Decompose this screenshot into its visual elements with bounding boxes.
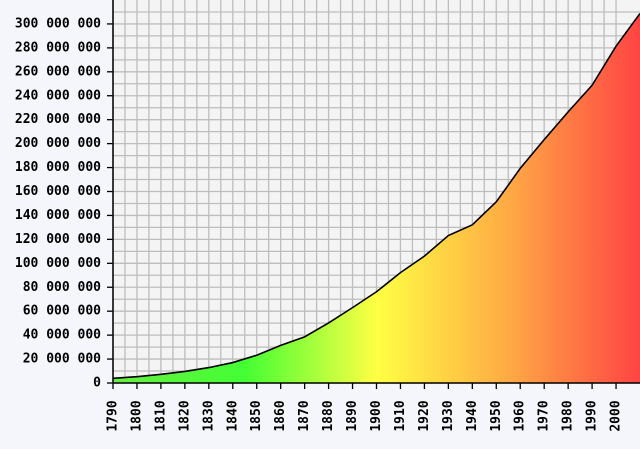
x-tick-label: 1990 [585, 400, 600, 431]
x-tick-label: 1870 [297, 400, 312, 431]
y-tick-label: 220 000 000 [15, 112, 101, 127]
x-tick-label: 1890 [345, 400, 360, 431]
y-tick-label: 160 000 000 [15, 184, 101, 199]
x-tick-label: 1830 [201, 400, 216, 431]
line [112, 12, 640, 380]
x-tick-label: 1900 [369, 400, 384, 431]
y-tick-label: 260 000 000 [15, 64, 101, 79]
y-tick-label: 40 000 000 [23, 328, 101, 343]
x-tick-label: 1930 [441, 400, 456, 431]
y-tick-label: 180 000 000 [15, 160, 101, 175]
y-tick-label: 80 000 000 [23, 280, 101, 295]
y-tick-label: 20 000 000 [23, 352, 101, 367]
y-tick-label: 140 000 000 [15, 208, 101, 223]
y-tick-label: 200 000 000 [15, 136, 101, 151]
y-tick-label: 60 000 000 [23, 304, 101, 319]
x-tick-label: 1860 [273, 400, 288, 431]
y-tick-label: 0 [93, 376, 101, 391]
x-tick-label: 1980 [561, 400, 576, 431]
x-tick-label: 1940 [465, 400, 480, 431]
x-tick-label: 1950 [489, 400, 504, 431]
x-tick-label: 1850 [249, 400, 264, 431]
x-tick-label: 1970 [537, 400, 552, 431]
x-tick-label: 1920 [417, 400, 432, 431]
area [113, 13, 640, 383]
x-tick-label: 1790 [106, 400, 121, 431]
x-tick-label: 1810 [153, 400, 168, 431]
x-tick-label: 1880 [321, 400, 336, 431]
x-tick-label: 2000 [609, 400, 624, 431]
y-tick-label: 100 000 000 [15, 256, 101, 271]
x-tick-label: 1840 [225, 400, 240, 431]
y-tick-label: 120 000 000 [15, 232, 101, 247]
x-tick-label: 1800 [129, 400, 144, 431]
x-tick-label: 1820 [177, 400, 192, 431]
y-tick-label: 300 000 000 [15, 16, 101, 31]
y-tick-label: 240 000 000 [15, 88, 101, 103]
x-tick-label: 1910 [393, 400, 408, 431]
y-tick-label: 280 000 000 [15, 40, 101, 55]
x-tick-label: 1960 [513, 400, 528, 431]
